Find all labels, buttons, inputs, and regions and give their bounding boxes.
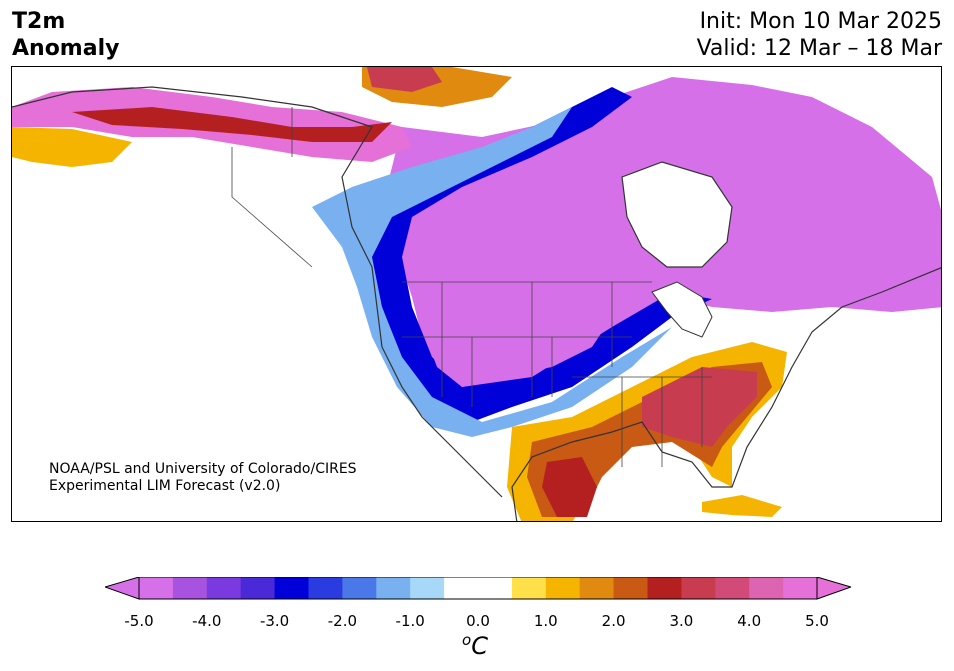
colorbar-cell [511, 577, 547, 599]
colorbar-tick-label: -5.0 [124, 612, 154, 630]
colorbar-tick-label: 3.0 [669, 612, 694, 630]
colorbar-tick-label: -4.0 [192, 612, 222, 630]
colorbar-cell [206, 577, 242, 599]
colorbar-cell [579, 577, 615, 599]
colorbar-cell [308, 577, 343, 599]
colorbar-cell [376, 577, 411, 599]
texas-warm-core [542, 457, 597, 517]
colorbar-cell [715, 577, 750, 599]
colorbar-tick-label: -2.0 [327, 612, 358, 630]
title-line2: Anomaly [12, 36, 120, 61]
title-line1: T2m [12, 9, 66, 34]
colorbar-tick-label: 1.0 [533, 612, 558, 630]
colorbar-cell [240, 577, 276, 599]
alaska-orange-edge [12, 127, 132, 167]
units-base: C [471, 632, 488, 660]
alaska-warm-core [72, 107, 392, 142]
credit-text: NOAA/PSL and University of Colorado/CIRE… [49, 461, 357, 495]
colorbar-cell [478, 577, 513, 599]
anomaly-map [12, 67, 941, 521]
west-interior-region [407, 277, 612, 387]
cuba-warm [702, 495, 782, 517]
colorbar-tick-label: 0.0 [466, 612, 490, 630]
north-warm-core [367, 67, 442, 92]
map-title: T2m Anomaly [12, 8, 119, 62]
colorbar-over-arrow [816, 577, 851, 600]
colorbar-tick-label: 5.0 [805, 612, 829, 630]
units-degree: o [462, 631, 472, 649]
init-date: Init: Mon 10 Mar 2025 [699, 9, 942, 34]
colorbar [105, 577, 851, 600]
colorbar-cell [647, 577, 682, 599]
units-label: oC [462, 631, 488, 660]
colorbar-tick-label: -3.0 [259, 612, 290, 630]
colorbar-cell [139, 577, 174, 599]
colorbar-cell [410, 577, 445, 599]
valid-date: Valid: 12 Mar – 18 Mar [696, 36, 942, 61]
state-borders [231, 107, 712, 467]
credit-line2: Experimental LIM Forecast (v2.0) [49, 478, 281, 494]
great-lakes [651, 281, 713, 338]
colorbar-cell [342, 577, 377, 599]
hudson-bay [621, 161, 733, 268]
coastline [12, 86, 941, 521]
colorbar-cell [444, 577, 479, 599]
colorbar-cell [613, 577, 648, 599]
southeast-warm-core [642, 367, 757, 447]
colorbar-tick-label: -1.0 [395, 612, 425, 630]
date-info: Init: Mon 10 Mar 2025 Valid: 12 Mar – 18… [697, 8, 942, 62]
colorbar-tick-label: 2.0 [601, 612, 626, 630]
colorbar-cell [172, 577, 208, 599]
west-cold-light-band [312, 107, 672, 437]
colorbar-outline [138, 577, 818, 600]
colorbar-cell [783, 577, 818, 599]
colorbar-cell [681, 577, 716, 599]
colorbar-tick-label: 4.0 [737, 612, 762, 630]
map-panel [11, 66, 942, 522]
colorbar-cell [749, 577, 784, 599]
colorbar-cell [545, 577, 581, 599]
colorbar-under-arrow [105, 577, 140, 600]
credit-line1: NOAA/PSL and University of Colorado/CIRE… [49, 461, 357, 477]
colorbar-cell [274, 577, 309, 599]
